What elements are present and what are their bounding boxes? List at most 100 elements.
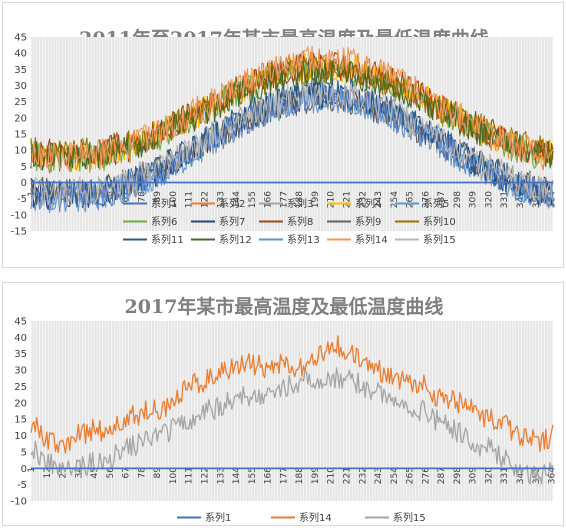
- x-tick-label: 199: [311, 191, 321, 208]
- x-tick-label: 298: [453, 467, 463, 484]
- x-tick-label: 67: [122, 467, 132, 478]
- x-tick-label: 298: [453, 191, 463, 208]
- legend-label: 系列4: [355, 197, 381, 210]
- x-tick-label: 265: [406, 467, 416, 484]
- legend-item: 系列15: [395, 233, 456, 246]
- y-tick-label: 45: [14, 317, 27, 328]
- x-tick-label: 155: [248, 467, 258, 484]
- legend-label: 系列5: [423, 197, 449, 210]
- legend-label: 系列12: [219, 233, 252, 246]
- x-tick-label: 287: [437, 467, 447, 484]
- x-tick-label: 210: [327, 191, 337, 208]
- legend-label: 系列15: [423, 233, 456, 246]
- x-tick-label: 243: [374, 467, 384, 484]
- x-tick-label: 111: [185, 191, 195, 208]
- chart-bottom-panel: 2017年某市最高温度及最低温度曲线 -10 -5 0 5 10 15 20 25 30 35 40…: [2, 282, 564, 526]
- x-tick-label: 34: [74, 467, 84, 479]
- series-line-系列15: [31, 78, 554, 206]
- y-tick-label: -10: [11, 210, 27, 221]
- x-tick-label: 342: [516, 191, 526, 208]
- legend-label: 系列2: [219, 197, 245, 210]
- y-tick-label: 10: [14, 146, 27, 157]
- legend-item: 系列14: [327, 233, 388, 246]
- x-tick-label: 199: [311, 467, 321, 484]
- legend-item: 系列9: [327, 215, 381, 228]
- x-tick-label: 309: [469, 467, 479, 484]
- y-tick-label: 40: [14, 333, 27, 344]
- legend-item: 系列1: [177, 511, 231, 524]
- y-tick-label: 0: [21, 178, 27, 189]
- y-tick-label: 25: [14, 382, 27, 393]
- x-tick-label: 364: [548, 467, 558, 484]
- legend-item: 系列4: [327, 197, 381, 210]
- x-tick-label: 155: [248, 191, 258, 208]
- legend-label: 系列15: [393, 511, 426, 524]
- x-tick-label: 100: [169, 191, 179, 208]
- y-tick-label: 25: [14, 97, 27, 108]
- legend-item: 系列15: [365, 511, 426, 524]
- chart-top-panel: 2011年至2017年某市最高温度及最低温度曲线 -15-10-50510152…: [2, 2, 564, 268]
- chart-bottom-title: 2017年某市最高温度及最低温度曲线: [125, 295, 444, 318]
- y-tick-label: 30: [14, 81, 27, 92]
- x-tick-label: 221: [342, 191, 352, 208]
- legend-label: 系列13: [287, 233, 320, 246]
- x-tick-label: 254: [390, 191, 400, 208]
- legend-label: 系列14: [299, 511, 332, 524]
- x-tick-label: 331: [500, 467, 510, 484]
- y-tick-label: -10: [11, 497, 27, 508]
- x-tick-label: 78: [137, 191, 147, 203]
- legend-item: 系列11: [123, 233, 184, 246]
- series-line-系列14: [30, 46, 554, 170]
- x-tick-label: 12: [43, 467, 53, 478]
- x-tick-label: 276: [421, 191, 431, 208]
- y-tick-label: 40: [14, 49, 27, 60]
- legend-label: 系列1: [205, 511, 231, 524]
- x-tick-label: 232: [358, 467, 368, 484]
- series-line-系列15: [30, 367, 554, 485]
- x-tick-label: 45: [90, 467, 100, 478]
- series-line-系列9: [30, 84, 554, 206]
- x-tick-label: 1: [27, 467, 37, 473]
- legend-item: 系列5: [395, 197, 449, 210]
- x-tick-label: 210: [327, 467, 337, 484]
- legend-item: 系列13: [259, 233, 320, 246]
- legend-item: 系列2: [191, 197, 245, 210]
- x-tick-label: 177: [279, 191, 289, 208]
- legend-label: 系列10: [423, 215, 456, 228]
- legend: 系列1 系列14 系列15: [177, 511, 426, 524]
- legend-label: 系列1: [151, 197, 177, 210]
- x-tick-label: 89: [153, 191, 163, 203]
- x-tick-label: 166: [264, 191, 274, 208]
- x-tick-label: 56: [106, 467, 116, 479]
- y-tick-label: 15: [14, 415, 27, 426]
- legend-label: 系列3: [287, 197, 313, 210]
- y-tick-label: 20: [14, 113, 27, 124]
- y-tick-label: 30: [14, 366, 27, 377]
- y-tick-label: -15: [11, 227, 27, 238]
- series-line-系列14: [30, 335, 554, 454]
- legend-item: 系列1: [123, 197, 177, 210]
- x-tick-label: 133: [216, 191, 226, 208]
- y-tick-label: 5: [21, 447, 27, 458]
- x-tick-label: 331: [500, 191, 510, 208]
- chart-bottom: 2017年某市最高温度及最低温度曲线 -10 -5 0 5 10 15 20 25 30 35 40…: [11, 295, 558, 524]
- x-tick-label: 265: [406, 191, 416, 208]
- y-tick-label: -5: [17, 480, 27, 491]
- legend-item: 系列10: [395, 215, 456, 228]
- legend-label: 系列14: [355, 233, 388, 246]
- legend-item: 系列6: [123, 215, 177, 228]
- legend-label: 系列7: [219, 215, 245, 228]
- x-tick-label: 78: [137, 467, 147, 479]
- x-tick-label: 188: [295, 467, 305, 484]
- y-tick-label: 10: [14, 431, 27, 442]
- x-tick-label: 166: [264, 467, 274, 484]
- gridlines: [30, 321, 554, 501]
- legend: 系列1 系列2 系列3 系列4 系列5 系列6 系列7 系列8 系列9 系列10 系列11 系列12 系…: [123, 197, 456, 246]
- legend-item: 系列3: [259, 197, 313, 210]
- x-tick-label: 232: [358, 191, 368, 208]
- legend-label: 系列6: [151, 215, 177, 228]
- x-tick-label: 122: [201, 191, 211, 208]
- x-tick-label: 89: [153, 467, 163, 479]
- y-tick-label: 0: [21, 464, 27, 475]
- legend-item: 系列8: [259, 215, 313, 228]
